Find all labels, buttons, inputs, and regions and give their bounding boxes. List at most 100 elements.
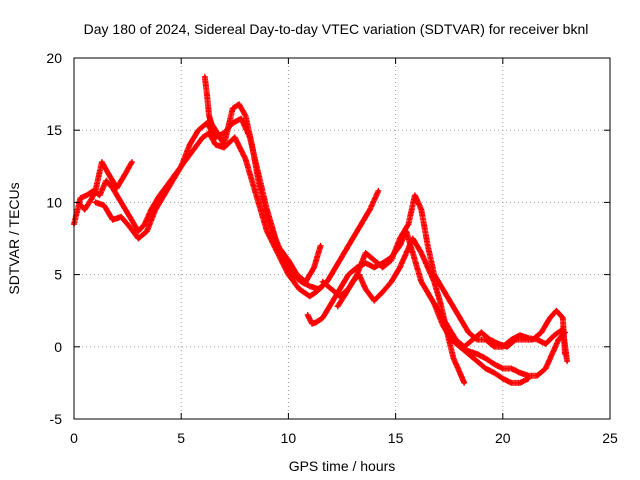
data-point: [492, 345, 496, 349]
data-point: [346, 273, 350, 277]
data-point: [136, 229, 140, 233]
data-point: [205, 121, 209, 125]
data-point: [78, 196, 82, 200]
data-point: [265, 215, 269, 219]
data-point: [111, 218, 115, 222]
data-series: [319, 192, 571, 365]
plot-frame: [73, 57, 611, 420]
data-point: [89, 197, 93, 202]
data-point: [304, 280, 308, 284]
data-point: [213, 143, 218, 147]
y-tick-label: 10: [46, 194, 62, 210]
data-point: [475, 352, 479, 356]
y-tick-label: 0: [54, 339, 62, 355]
data-point: [364, 287, 368, 291]
data-point: [209, 121, 213, 125]
data-point: [372, 299, 376, 303]
data-point: [441, 287, 445, 291]
data-point: [449, 301, 453, 306]
data-point: [518, 333, 522, 337]
data-point: [237, 102, 241, 106]
data-point: [201, 135, 205, 139]
data-point: [233, 135, 237, 139]
data-point: [466, 349, 471, 353]
plot-area: [71, 73, 571, 386]
data-point: [143, 222, 147, 226]
data-point: [357, 273, 361, 277]
data-point: [243, 157, 248, 161]
data-point: [466, 330, 471, 334]
data-point: [130, 160, 134, 164]
data-point: [451, 356, 456, 360]
data-point: [153, 208, 158, 212]
data-point: [501, 345, 505, 349]
chart-title: Day 180 of 2024, Sidereal Day-to-day VTE…: [84, 21, 589, 37]
data-point: [243, 114, 248, 118]
data-point: [398, 236, 402, 241]
data-point: [419, 280, 423, 284]
data-point: [265, 229, 269, 233]
data-point: [93, 200, 97, 204]
data-point: [308, 284, 312, 288]
data-point: [426, 265, 430, 269]
data-point: [475, 359, 479, 363]
data-point: [295, 273, 299, 277]
data-series: [75, 159, 135, 213]
data-point: [484, 338, 488, 342]
data-point: [196, 128, 200, 132]
data-point: [432, 301, 436, 306]
data-point: [518, 371, 522, 375]
data-point: [526, 336, 531, 340]
data-point: [462, 381, 466, 385]
data-point: [319, 244, 323, 248]
data-point: [342, 294, 346, 298]
data-point: [106, 171, 110, 176]
data-point: [552, 333, 556, 337]
data-point: [458, 371, 462, 375]
data-point: [381, 290, 385, 294]
data-point: [329, 301, 333, 306]
data-point: [550, 352, 554, 356]
data-point: [535, 374, 539, 378]
x-tick-label: 0: [70, 430, 78, 446]
data-point: [475, 338, 479, 342]
data-point: [286, 258, 290, 262]
data-point: [484, 366, 488, 371]
data-point: [190, 150, 194, 154]
data-point: [406, 222, 411, 226]
data-series: [201, 73, 324, 285]
data-point: [413, 193, 417, 197]
data-point: [372, 258, 376, 262]
data-point: [136, 236, 140, 241]
data-point: [509, 366, 513, 371]
data-point: [306, 313, 310, 317]
x-tick-label: 5: [177, 430, 185, 446]
data-series: [448, 329, 568, 379]
data-point: [310, 322, 314, 326]
data-point: [411, 236, 415, 241]
data-point: [104, 179, 108, 183]
data-point: [411, 251, 415, 255]
data-point: [321, 280, 325, 284]
axis-ticks: 0 5 10 15 20 25 -5 0 5 10 15 20: [46, 50, 618, 446]
data-point: [171, 179, 175, 183]
data-point: [458, 316, 462, 320]
data-point: [548, 316, 552, 320]
data-point: [404, 251, 408, 255]
y-tick-label: -5: [50, 411, 63, 427]
grid: [74, 58, 610, 419]
data-point: [179, 164, 183, 168]
x-tick-label: 10: [281, 430, 297, 446]
data-point: [419, 251, 423, 255]
data-point: [372, 265, 376, 269]
data-point: [518, 381, 522, 385]
data-point: [544, 342, 548, 346]
data-point: [509, 381, 513, 385]
data-point: [119, 215, 123, 219]
data-point: [321, 316, 325, 320]
data-point: [351, 280, 355, 284]
data-point: [501, 366, 505, 371]
data-point: [336, 304, 340, 308]
x-tick-label: 25: [602, 430, 618, 446]
